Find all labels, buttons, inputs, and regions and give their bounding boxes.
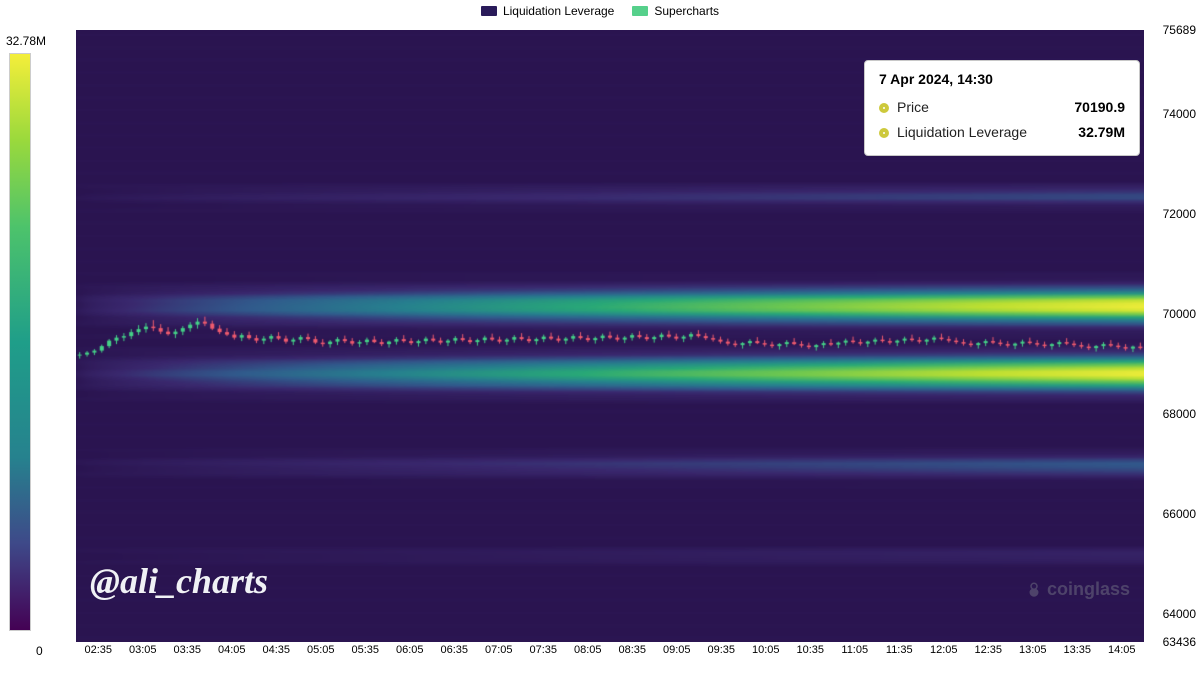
x-tick-label: 02:35 <box>84 644 112 656</box>
tooltip-label: Liquidation Leverage <box>897 120 1047 145</box>
x-tick-label: 08:35 <box>618 644 646 656</box>
coinglass-icon <box>1025 581 1043 599</box>
x-tick-label: 10:05 <box>752 644 780 656</box>
y-tick-label: 75689 <box>1163 23 1196 37</box>
tooltip-dot <box>879 128 889 138</box>
y-tick-label: 72000 <box>1163 207 1196 221</box>
x-tick-label: 07:35 <box>529 644 557 656</box>
y-tick-label: 63436 <box>1163 635 1196 649</box>
x-tick-label: 05:35 <box>351 644 379 656</box>
x-tick-label: 12:35 <box>974 644 1002 656</box>
x-tick-label: 06:35 <box>440 644 468 656</box>
x-tick-label: 11:05 <box>841 644 868 656</box>
brand-logo: coinglass <box>1025 579 1130 600</box>
x-tick-label: 10:35 <box>796 644 824 656</box>
tooltip-row: Liquidation Leverage 32.79M <box>879 120 1125 145</box>
x-tick-label: 12:05 <box>930 644 958 656</box>
x-tick-label: 08:05 <box>574 644 602 656</box>
x-tick-label: 11:35 <box>886 644 913 656</box>
colorbar-max-label: 32.78M <box>6 34 46 48</box>
legend-item: Supercharts <box>632 4 719 18</box>
x-tick-label: 04:35 <box>262 644 290 656</box>
x-tick-label: 14:05 <box>1108 644 1136 656</box>
x-tick-label: 07:05 <box>485 644 513 656</box>
y-tick-label: 68000 <box>1163 407 1196 421</box>
y-tick-label: 64000 <box>1163 607 1196 621</box>
tooltip-label: Price <box>897 95 1047 120</box>
y-tick-label: 74000 <box>1163 107 1196 121</box>
brand-text: coinglass <box>1047 579 1130 600</box>
legend-label: Supercharts <box>654 4 719 18</box>
tooltip-date: 7 Apr 2024, 14:30 <box>879 71 1125 87</box>
x-tick-label: 05:05 <box>307 644 335 656</box>
x-axis: 02:35 03:05 03:35 04:05 04:35 05:05 05:35 06:05… <box>76 644 1144 668</box>
x-tick-label: 03:05 <box>129 644 157 656</box>
y-tick-label: 66000 <box>1163 507 1196 521</box>
tooltip-dot <box>879 103 889 113</box>
tooltip-value: 70190.9 <box>1055 95 1125 120</box>
x-tick-label: 04:05 <box>218 644 246 656</box>
x-tick-label: 09:05 <box>663 644 691 656</box>
colorbar <box>10 54 30 630</box>
tooltip-row: Price 70190.9 <box>879 95 1125 120</box>
legend-item: Liquidation Leverage <box>481 4 614 18</box>
legend-swatch <box>632 6 648 16</box>
y-axis: 7568974000720007000068000660006400063436 <box>1148 30 1196 642</box>
legend-swatch <box>481 6 497 16</box>
watermark: @ali_charts <box>90 560 268 602</box>
tooltip-value: 32.79M <box>1055 120 1125 145</box>
colorbar-min-label: 0 <box>36 644 43 658</box>
x-tick-label: 09:35 <box>707 644 735 656</box>
x-tick-label: 13:35 <box>1063 644 1091 656</box>
x-tick-label: 13:05 <box>1019 644 1047 656</box>
x-tick-label: 06:05 <box>396 644 424 656</box>
chart-legend: Liquidation Leverage Supercharts <box>0 4 1200 18</box>
legend-label: Liquidation Leverage <box>503 4 614 18</box>
x-tick-label: 03:35 <box>173 644 201 656</box>
y-tick-label: 70000 <box>1163 307 1196 321</box>
chart-tooltip: 7 Apr 2024, 14:30 Price70190.9Liquidatio… <box>864 60 1140 156</box>
